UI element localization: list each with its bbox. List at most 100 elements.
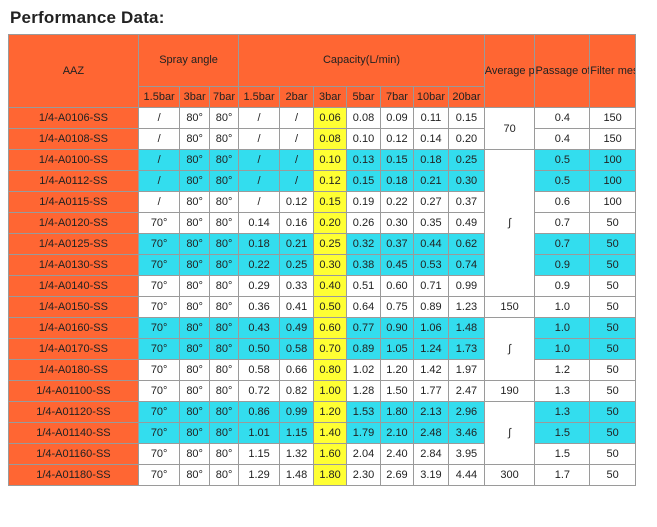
capacity-cell: 0.14 <box>412 128 450 150</box>
capacity-cell: 1.01 <box>238 422 280 444</box>
capacity-cell: 0.14 <box>238 212 280 234</box>
capacity-cell: 0.15 <box>313 191 347 213</box>
capacity-cell: 2.69 <box>380 464 414 486</box>
passage-cell: 1.0 <box>534 317 591 339</box>
model-cell: 1/4-A0170-SS <box>8 338 139 360</box>
capacity-cell: 0.12 <box>278 191 315 213</box>
spray-angle-cell: 70° <box>137 359 181 381</box>
spray-angle-cell: 80° <box>208 212 240 234</box>
capacity-cell: 0.71 <box>412 275 450 297</box>
filter-mesh-cell: 50 <box>589 233 636 255</box>
spray-angle-cell: 70° <box>137 443 181 465</box>
spray-angle-cell: 80° <box>179 128 210 150</box>
spray-angle-cell: 80° <box>179 149 210 171</box>
capacity-cell: 0.60 <box>313 317 347 339</box>
table-row: 1/4-A01160-SS 70° 80° 80° 1.15 1.32 1.60 2.04 2.… <box>8 443 636 465</box>
capacity-cell: 1.02 <box>345 359 382 381</box>
table-row: 1/4-A0125-SS 70° 80° 80° 0.18 0.21 0.25 0.32 0.3… <box>8 233 636 255</box>
table-row: 1/4-A0160-SS 70° 80° 80° 0.43 0.49 0.60 0.77 0.9… <box>8 317 636 381</box>
capacity-cell: 1.15 <box>278 422 315 444</box>
spray-angle-cell: / <box>137 107 181 129</box>
header-passage: Passage of foreign body (mm) <box>534 34 591 108</box>
header-particle-size: Average particle size (um) <box>483 34 536 108</box>
capacity-cell: 0.43 <box>238 317 280 339</box>
passage-cell: 0.5 <box>534 149 591 171</box>
capacity-cell: 0.89 <box>345 338 382 360</box>
capacity-cell: 0.86 <box>238 401 280 423</box>
header-spray-angle-1: 3bar <box>179 86 210 108</box>
table-row: 1/4-A0130-SS 70° 80° 80° 0.22 0.25 0.30 0.38 0.4… <box>8 254 636 276</box>
passage-cell: 0.7 <box>534 212 591 234</box>
capacity-cell: 0.25 <box>313 233 347 255</box>
capacity-cell: / <box>238 107 280 129</box>
capacity-cell: 3.19 <box>412 464 450 486</box>
header-spray-angle-2: 7bar <box>208 86 240 108</box>
passage-cell: 1.5 <box>534 422 591 444</box>
capacity-cell: 1.80 <box>313 464 347 486</box>
page-title: Performance Data: <box>10 8 165 27</box>
model-cell: 1/4-A01100-SS <box>8 380 139 402</box>
filter-mesh-cell: 50 <box>589 296 636 318</box>
passage-cell: 1.0 <box>534 296 591 318</box>
spray-angle-cell: 70° <box>137 317 181 339</box>
capacity-cell: 2.04 <box>345 443 382 465</box>
capacity-cell: 0.30 <box>380 212 414 234</box>
header-spray-angle: Spray angle <box>137 34 240 87</box>
capacity-cell: 0.20 <box>313 212 347 234</box>
capacity-cell: 1.15 <box>238 443 280 465</box>
spray-angle-cell: 80° <box>208 422 240 444</box>
spray-angle-cell: / <box>137 128 181 150</box>
model-cell: 1/4-A0160-SS <box>8 317 139 339</box>
capacity-cell: 0.38 <box>345 254 382 276</box>
capacity-cell: 0.18 <box>380 170 414 192</box>
spray-angle-cell: 80° <box>179 380 210 402</box>
header-capacity-0: 1.5bar <box>238 86 280 108</box>
capacity-cell: 0.53 <box>412 254 450 276</box>
spray-angle-cell: / <box>137 170 181 192</box>
spray-angle-cell: 80° <box>179 233 210 255</box>
spray-angle-cell: 80° <box>179 401 210 423</box>
capacity-cell: 1.60 <box>313 443 347 465</box>
filter-mesh-cell: 50 <box>589 422 636 444</box>
capacity-cell: / <box>278 149 315 171</box>
capacity-cell: 0.22 <box>238 254 280 276</box>
capacity-cell: 0.40 <box>313 275 347 297</box>
capacity-cell: 1.24 <box>412 338 450 360</box>
capacity-cell: 0.18 <box>412 149 450 171</box>
capacity-cell: 1.79 <box>345 422 382 444</box>
particle-size-cell: ∫ <box>483 149 536 297</box>
model-cell: 1/4-A0108-SS <box>8 128 139 150</box>
passage-cell: 1.7 <box>534 464 591 486</box>
particle-size-cell: 190 <box>483 380 536 402</box>
table-row: 1/4-A0108-SS/80° 80° //0.08 0.10 0.12 0.14 0.2… <box>8 128 636 150</box>
capacity-cell: 0.12 <box>380 128 414 150</box>
table-row: 1/4-A0170-SS 70° 80° 80° 0.50 0.58 0.70 0.89 1.0… <box>8 338 636 360</box>
capacity-cell: 0.30 <box>313 254 347 276</box>
filter-mesh-cell: 50 <box>589 254 636 276</box>
particle-size-cell: 70 <box>483 107 536 150</box>
spray-angle-cell: 80° <box>208 170 240 192</box>
capacity-cell: 1.40 <box>313 422 347 444</box>
spray-angle-cell: 80° <box>179 359 210 381</box>
header-spray-angle-0: 1.5bar <box>137 86 181 108</box>
header-capacity-4: 7bar <box>380 86 414 108</box>
capacity-cell: 0.21 <box>278 233 315 255</box>
capacity-cell: / <box>238 191 280 213</box>
capacity-cell: 0.26 <box>345 212 382 234</box>
spray-angle-cell: 80° <box>179 191 210 213</box>
filter-mesh-cell: 50 <box>589 212 636 234</box>
capacity-cell: 0.50 <box>313 296 347 318</box>
capacity-cell: 0.29 <box>238 275 280 297</box>
capacity-cell: 1.06 <box>412 317 450 339</box>
filter-mesh-cell: 100 <box>589 191 636 213</box>
spray-angle-cell: 80° <box>208 464 240 486</box>
capacity-cell: / <box>278 128 315 150</box>
capacity-cell: 0.15 <box>380 149 414 171</box>
table-row: 1/4-A01180-SS 70° 80° 80° 1.29 1.48 1.80 2.30 2.… <box>8 464 636 486</box>
capacity-cell: 0.41 <box>278 296 315 318</box>
spray-angle-cell: 70° <box>137 464 181 486</box>
capacity-cell: 1.00 <box>313 380 347 402</box>
table-row: 1/4-A0140-SS 70° 80° 80° 0.29 0.33 0.40 0.51 0.6… <box>8 275 636 297</box>
spray-angle-cell: 80° <box>208 401 240 423</box>
capacity-cell: 2.30 <box>345 464 382 486</box>
